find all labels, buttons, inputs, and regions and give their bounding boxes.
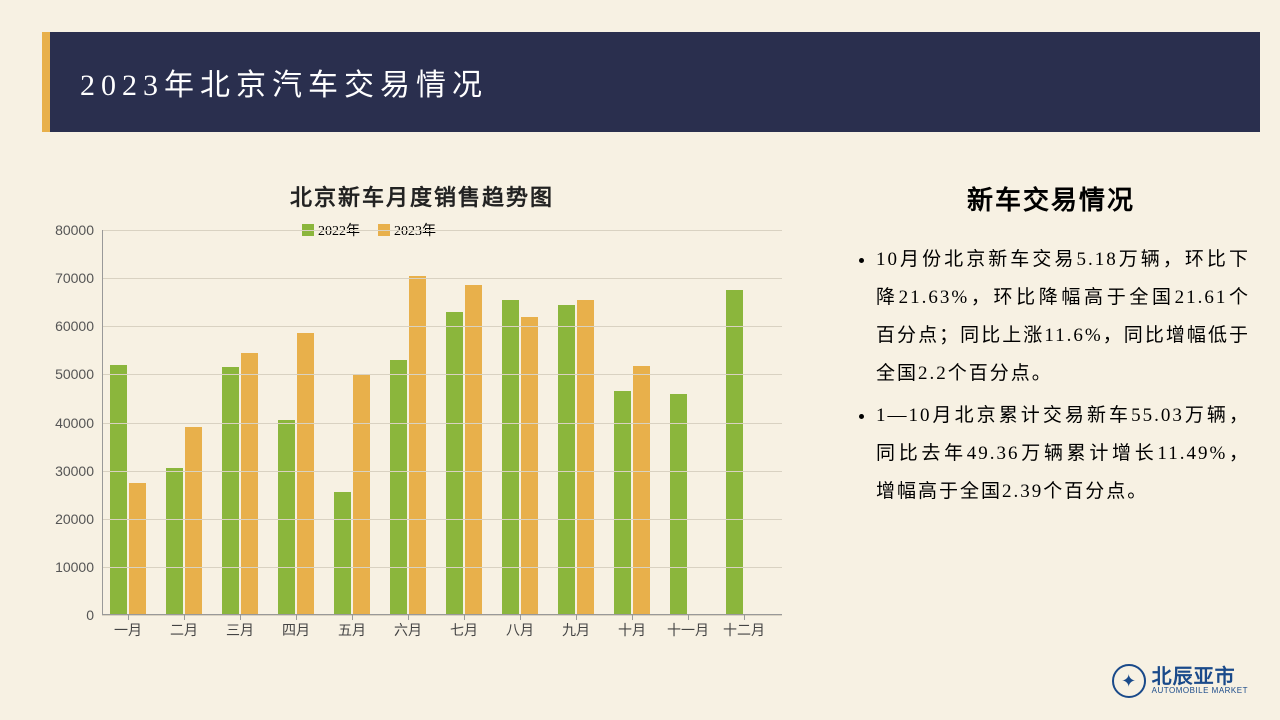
bar <box>521 317 538 615</box>
bar <box>353 374 370 615</box>
bar <box>633 366 650 615</box>
bar <box>297 333 314 615</box>
x-tick-label: 九月 <box>562 620 590 640</box>
bar <box>614 391 631 615</box>
bar <box>446 312 463 615</box>
grid-line <box>102 326 782 327</box>
y-tick-label: 40000 <box>55 415 94 431</box>
grid-line <box>102 615 782 616</box>
y-tick-label: 60000 <box>55 318 94 334</box>
bar <box>390 360 407 615</box>
x-tick-label: 四月 <box>282 620 310 640</box>
x-tick-label: 十一月 <box>667 620 709 640</box>
bar <box>278 420 295 615</box>
y-tick-label: 50000 <box>55 366 94 382</box>
section-title: 新车交易情况 <box>852 180 1250 217</box>
chart-title: 北京新车月度销售趋势图 <box>42 180 802 212</box>
y-tick-label: 10000 <box>55 559 94 575</box>
chart-container: 北京新车月度销售趋势图 2022年2023年 01000020000300004… <box>42 180 802 660</box>
y-tick-label: 0 <box>86 607 94 623</box>
bar <box>334 492 351 615</box>
logo-badge-icon: ✦ <box>1112 664 1146 698</box>
bar <box>110 365 127 615</box>
logo-en: AUTOMOBILE MARKET <box>1152 687 1248 695</box>
y-tick-label: 20000 <box>55 511 94 527</box>
bar <box>185 427 202 615</box>
y-tick-label: 80000 <box>55 222 94 238</box>
x-tick-label: 八月 <box>506 620 534 640</box>
grid-line <box>102 423 782 424</box>
x-tick-label: 十月 <box>618 620 646 640</box>
brand-logo: ✦ 北辰亚市 AUTOMOBILE MARKET <box>1112 664 1248 698</box>
bar <box>222 367 239 615</box>
grid-line <box>102 374 782 375</box>
text-panel: 新车交易情况 10月份北京新车交易5.18万辆，环比下降21.63%，环比降幅高… <box>802 180 1260 700</box>
bar <box>465 285 482 615</box>
bullet-item: 10月份北京新车交易5.18万辆，环比下降21.63%，环比降幅高于全国21.6… <box>876 241 1250 393</box>
grid-line <box>102 230 782 231</box>
header-accent <box>42 32 50 132</box>
x-tick-label: 六月 <box>394 620 422 640</box>
bar <box>670 394 687 615</box>
bar <box>241 353 258 615</box>
x-tick-label: 二月 <box>170 620 198 640</box>
bar <box>166 468 183 615</box>
bullet-list: 10月份北京新车交易5.18万辆，环比下降21.63%，环比降幅高于全国21.6… <box>852 241 1250 511</box>
bar <box>558 305 575 615</box>
header-band: 2023年北京汽车交易情况 <box>42 32 1260 132</box>
x-tick-label: 五月 <box>338 620 366 640</box>
grid-line <box>102 278 782 279</box>
x-tick-label: 十二月 <box>723 620 765 640</box>
x-axis: 一月 二月 三月 四月 五月 六月 七月 八月 九月 十月 十一月十二月 <box>102 620 782 640</box>
x-tick-label: 三月 <box>226 620 254 640</box>
content-area: 北京新车月度销售趋势图 2022年2023年 01000020000300004… <box>42 180 1260 700</box>
grid-line <box>102 567 782 568</box>
y-tick-label: 30000 <box>55 463 94 479</box>
bullet-item: 1—10月北京累计交易新车55.03万辆，同比去年49.36万辆累计增长11.4… <box>876 397 1250 511</box>
x-tick-label: 七月 <box>450 620 478 640</box>
bar <box>129 483 146 615</box>
chart-plot <box>102 230 782 615</box>
x-tick-label: 一月 <box>114 620 142 640</box>
y-tick-label: 70000 <box>55 270 94 286</box>
logo-text: 北辰亚市 AUTOMOBILE MARKET <box>1152 667 1248 695</box>
logo-cn: 北辰亚市 <box>1152 667 1248 687</box>
grid-line <box>102 471 782 472</box>
grid-line <box>102 519 782 520</box>
y-axis: 0100002000030000400005000060000700008000… <box>42 230 102 615</box>
page-title: 2023年北京汽车交易情况 <box>80 60 488 104</box>
